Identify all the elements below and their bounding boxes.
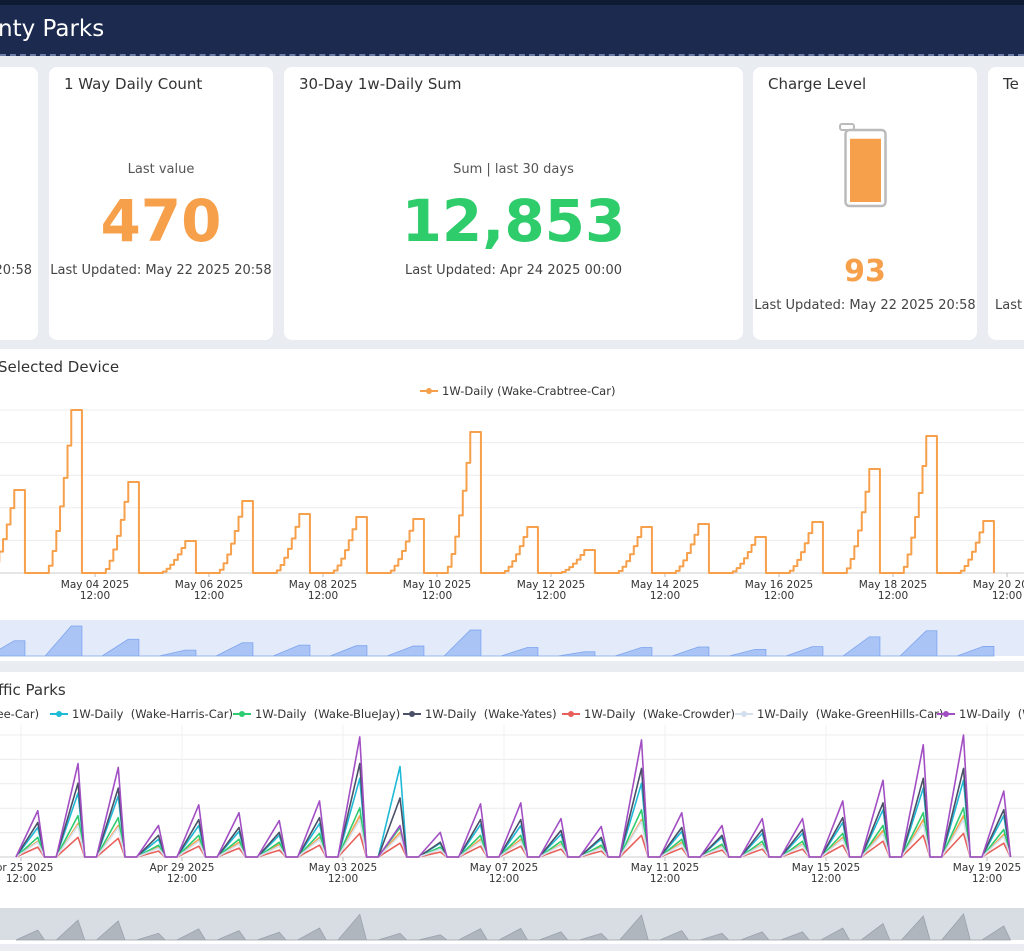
card-updated: Last Updated: May 22 2025 20:58 — [754, 298, 976, 313]
legend-label: 1W-Daily (Wake-GreenHills-Car) — [757, 707, 944, 721]
legend-dot — [568, 711, 574, 717]
card-title: Charge Level — [768, 75, 867, 93]
series-line — [15, 818, 1012, 858]
legend-label: 1W-Daily (W — [959, 707, 1024, 721]
legend-dot — [409, 711, 415, 717]
card-updated: Last Updated: Apr 24 2025 00:00 — [404, 263, 623, 278]
x-tick-label: May 06 2025 12:00 — [174, 579, 244, 602]
x-tick-label: Apr 25 2025 12:00 — [0, 862, 54, 885]
x-tick-label: May 04 2025 12:00 — [60, 579, 130, 602]
card-value: 93 — [844, 254, 886, 289]
legend-label: 1W-Daily (Wake-Harris-Car) — [72, 707, 233, 721]
chart-title: Selected Device — [0, 358, 120, 376]
legend-marker — [50, 711, 68, 717]
x-tick-label: May 16 2025 12:00 — [744, 579, 814, 602]
battery-icon — [839, 123, 887, 208]
legend-item: 1W-Daily (W — [937, 707, 1024, 721]
legend-marker — [735, 711, 753, 717]
legend-marker — [562, 711, 580, 717]
page-title: nty Parks — [0, 16, 105, 42]
battery-fill — [850, 138, 881, 202]
legend-marker — [937, 711, 955, 717]
card-title: 30-Day 1w-Daily Sum — [299, 75, 462, 93]
x-tick-label: May 08 2025 12:00 — [288, 579, 358, 602]
card-title: Te — [1003, 75, 1019, 93]
legend-label: 1W-Daily (Wake-Yates) — [425, 707, 557, 721]
card-updated: Last — [995, 298, 1023, 313]
legend-dot — [56, 711, 62, 717]
card: Charge Level 93 Last Updated: May 22 202… — [753, 67, 977, 340]
legend-label: 1W-Daily (Wake-BlueJay) — [255, 707, 401, 721]
x-tick-label: May 03 2025 12:00 — [308, 862, 378, 885]
card: Te Last — [988, 67, 1024, 340]
chart-title: ffic Parks — [0, 681, 66, 699]
chart-panel: ffic Parks Apr 25 2025 12:00 Apr 29 2025 1… — [0, 672, 1024, 944]
card-title: 1 Way Daily Count — [64, 75, 203, 93]
card-updated: Last Updated: May 22 2025 20:58 — [50, 263, 272, 278]
legend-item: 1W-Daily (Wake-Yates) — [403, 707, 557, 721]
card: 1 Way Daily Count Last value 470 Last Up… — [49, 67, 273, 340]
legend-dot — [741, 711, 747, 717]
chart — [0, 725, 1024, 941]
card: 30-Day 1w-Daily Sum Sum | last 30 days 1… — [284, 67, 743, 340]
legend-label: 1W-Daily (Wake-Crabtree-Car) — [442, 384, 616, 398]
card: 20:58 — [0, 67, 38, 340]
chart-panel: Selected Device 25 May 04 2025 12:00 May 06… — [0, 349, 1024, 661]
x-tick-label: May 14 2025 12:00 — [630, 579, 700, 602]
legend-marker — [420, 388, 438, 394]
x-tick-label: May 20 2025 12:00 — [972, 579, 1024, 602]
card-updated: 20:58 — [0, 263, 32, 278]
legend-marker — [403, 711, 421, 717]
x-tick-label: May 11 2025 12:00 — [630, 862, 700, 885]
chart — [0, 409, 1024, 657]
card-caption: Sum | last 30 days — [453, 162, 574, 177]
series-line — [0, 409, 995, 574]
header-strip — [0, 0, 1024, 5]
card-value: 470 — [100, 187, 222, 255]
legend-item: 1W-Daily (Wake-Crabtree-Car) — [0, 707, 39, 721]
legend-dot — [426, 388, 432, 394]
x-tick-label: May 10 2025 12:00 — [402, 579, 472, 602]
x-tick-label: May 19 2025 12:00 — [952, 862, 1022, 885]
battery-body — [844, 128, 887, 208]
x-tick-label: May 07 2025 12:00 — [469, 862, 539, 885]
legend-item: 1W-Daily (Wake-Crowder) — [562, 707, 735, 721]
legend-label: 1W-Daily (Wake-Crabtree-Car) — [0, 707, 40, 721]
legend-item: 1W-Daily (Wake-Harris-Car) — [50, 707, 233, 721]
header — [0, 5, 1024, 56]
card-value: 12,853 — [401, 187, 626, 255]
legend-label: 1W-Daily (Wake-Crowder) — [584, 707, 735, 721]
x-tick-label: May 12 2025 12:00 — [516, 579, 586, 602]
range-slider-area — [0, 625, 995, 657]
legend-dot — [943, 711, 949, 717]
x-tick-label: May 15 2025 12:00 — [791, 862, 861, 885]
legend-item: 1W-Daily (Wake-Crabtree-Car) — [420, 384, 615, 398]
card-caption: Last value — [127, 162, 195, 177]
legend-marker — [233, 711, 251, 717]
legend-item: 1W-Daily (Wake-BlueJay) — [233, 707, 400, 721]
legend-item: 1W-Daily (Wake-GreenHills-Car) — [735, 707, 943, 721]
x-tick-label: Apr 29 2025 12:00 — [149, 862, 215, 885]
x-tick-label: 25 — [0, 580, 21, 591]
series-line — [15, 734, 1012, 858]
range-slider-area — [15, 913, 1012, 941]
x-tick-label: May 18 2025 12:00 — [858, 579, 928, 602]
legend-dot — [239, 711, 245, 717]
